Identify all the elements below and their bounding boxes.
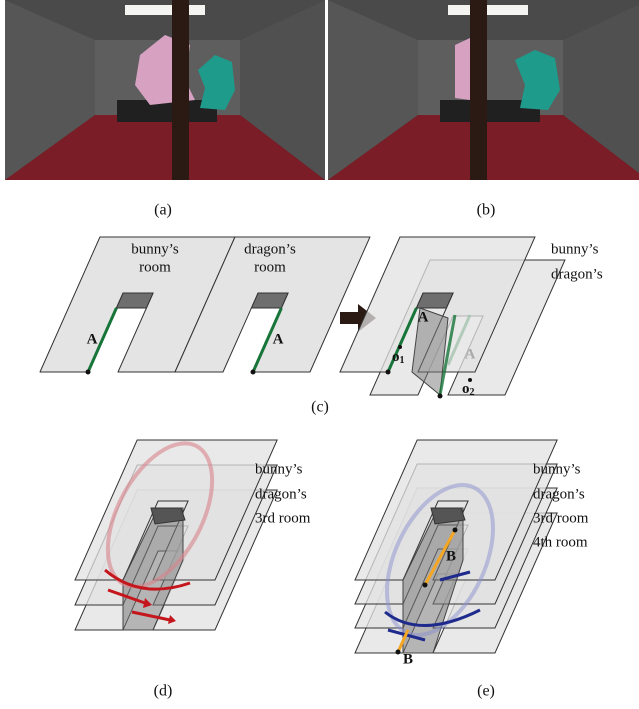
- symbol: o: [462, 381, 470, 397]
- edge-label: B: [403, 651, 413, 667]
- label: room: [139, 259, 171, 275]
- caption: (d): [154, 683, 173, 700]
- label: bunny’s: [131, 241, 179, 257]
- label: bunny’s: [551, 241, 599, 257]
- label: 4th room: [533, 534, 588, 550]
- caption: (c): [311, 399, 329, 416]
- caption: (b): [477, 202, 496, 219]
- subscript: 2: [470, 387, 475, 398]
- figure: (a) (b): [0, 0, 639, 709]
- label: dragon’s: [255, 486, 307, 502]
- diagram-e: [355, 440, 557, 655]
- edge-label: A: [465, 346, 476, 362]
- edge-label: A: [418, 309, 429, 325]
- edge-label: B: [446, 548, 456, 564]
- render-a: [5, 0, 325, 180]
- label: room: [254, 259, 286, 275]
- caption: (e): [477, 683, 495, 700]
- label: dragon’s: [533, 486, 585, 502]
- edge-label: A: [273, 331, 284, 347]
- diagram-c: [40, 237, 565, 399]
- label: bunny’s: [533, 461, 581, 477]
- render-b: [328, 0, 639, 180]
- subscript: 1: [400, 355, 405, 366]
- label: dragon’s: [244, 241, 296, 257]
- diagram-d: [75, 426, 277, 630]
- caption: (a): [154, 202, 172, 219]
- label: dragon’s: [551, 266, 603, 282]
- label: 3rd room: [533, 510, 589, 526]
- label: 3rd room: [255, 510, 311, 526]
- label: bunny’s: [255, 461, 303, 477]
- symbol: o: [392, 349, 400, 365]
- edge-label: A: [87, 331, 98, 347]
